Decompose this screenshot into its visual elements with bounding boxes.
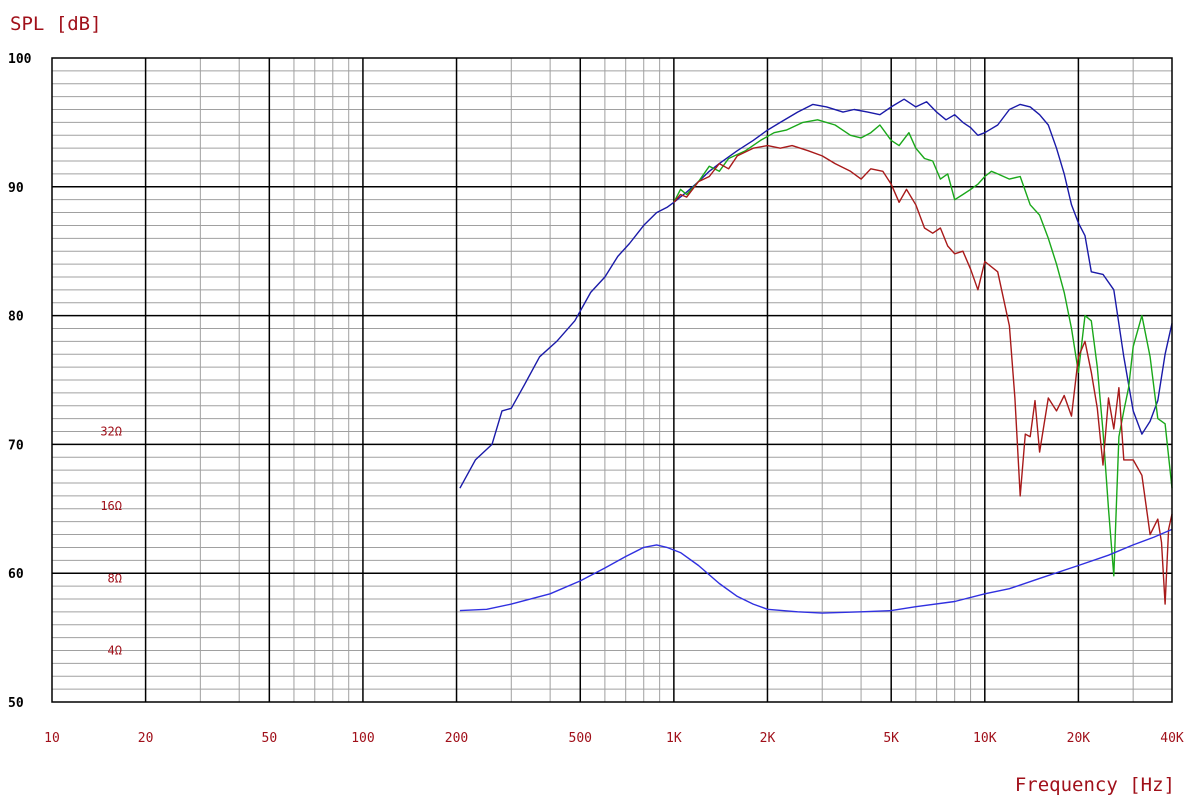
impedance-label: 16Ω [100,499,122,513]
x-tick-labels: 10 20 50 100 200 500 1K 2K 5K 10K 20K 40K [44,731,1184,746]
y-axis-title: SPL [dB] [10,13,102,35]
series-group [459,98,1173,614]
x-tick-label: 40K [1160,731,1184,746]
impedance-label: 4Ω [108,643,122,657]
x-tick-label: 20K [1067,731,1091,746]
x-tick-label: 1K [666,731,682,746]
y-tick-label: 100 [8,52,32,67]
chart-grid [52,58,1173,702]
series-line-1 [459,98,1173,489]
y-tick-label: 70 [8,438,24,453]
x-tick-label: 500 [569,731,592,746]
y-tick-label: 60 [8,567,24,582]
impedance-label: 32Ω [100,425,122,439]
y-tick-labels: 50 60 70 80 90 100 [8,52,32,711]
impedance-label: 8Ω [108,571,122,585]
impedance-labels: 32Ω 16Ω 8Ω 4Ω [100,425,122,658]
y-tick-label: 50 [8,696,24,711]
x-tick-label: 2K [760,731,776,746]
x-tick-label: 20 [138,731,154,746]
series-line-4 [459,528,1173,614]
series-line-2 [673,119,1173,577]
x-tick-label: 5K [883,731,899,746]
y-tick-label: 90 [8,181,24,196]
plot-frame [51,57,1173,703]
x-axis-title: Frequency [Hz] [1015,774,1175,796]
y-tick-label: 80 [8,310,24,325]
x-tick-label: 10 [44,731,60,746]
x-tick-label: 50 [262,731,278,746]
x-tick-label: 10K [973,731,997,746]
x-tick-label: 100 [351,731,374,746]
x-tick-label: 200 [445,731,468,746]
series-line-3 [673,144,1173,605]
